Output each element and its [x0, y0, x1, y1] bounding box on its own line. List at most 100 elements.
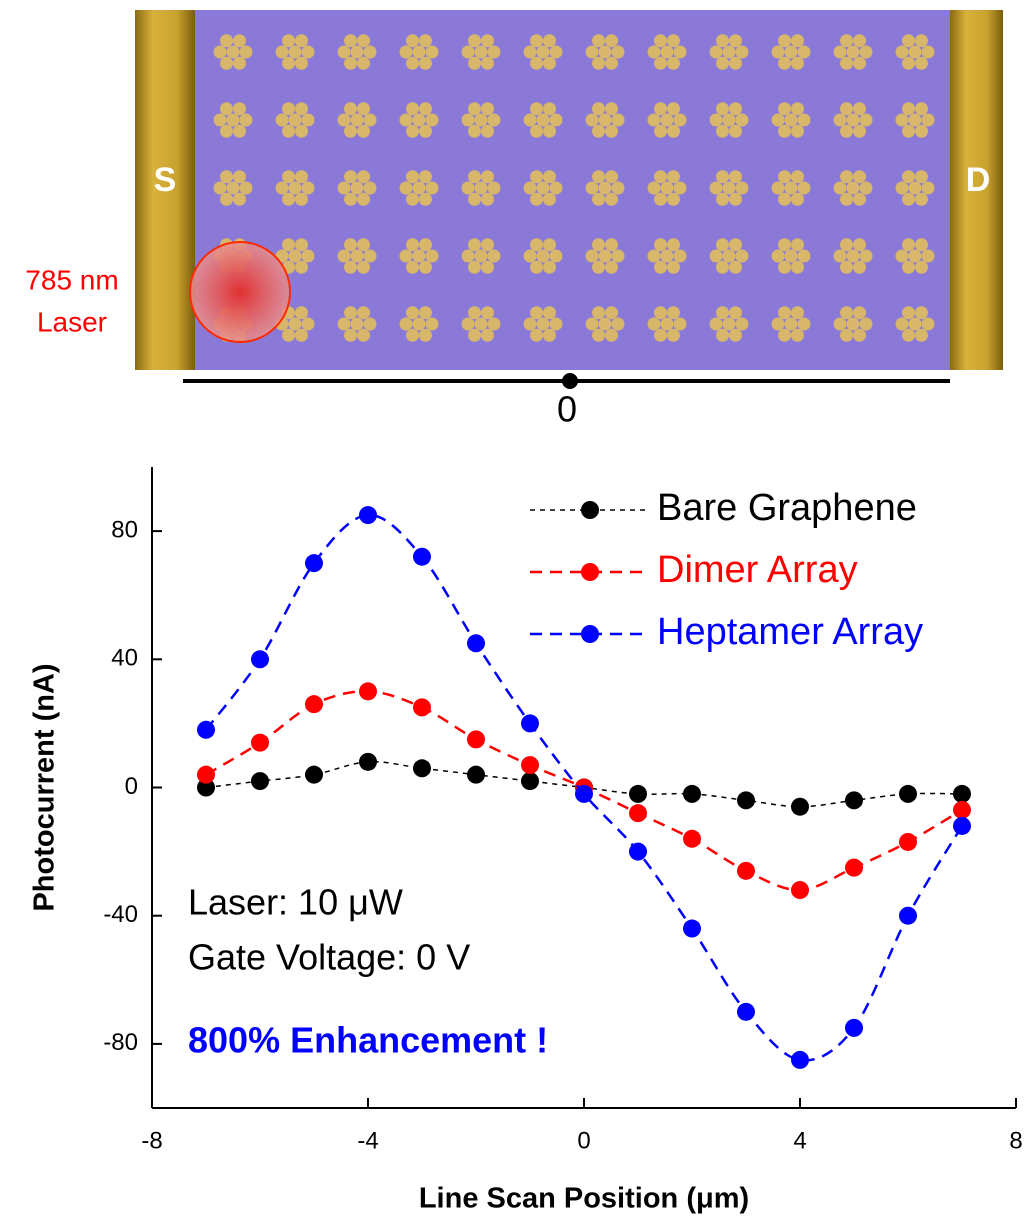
heptamer-cluster [523, 34, 563, 70]
heptamer-cluster [523, 170, 563, 206]
nanoparticle [481, 170, 494, 184]
nanoparticle [419, 170, 432, 184]
nanoparticle [915, 124, 928, 138]
data-point [467, 634, 485, 653]
nanoparticle [282, 102, 295, 116]
data-point [791, 797, 809, 816]
nanoparticle [735, 249, 749, 263]
nanoparticle [729, 102, 742, 116]
legend-marker [581, 563, 599, 581]
nanoparticle [791, 306, 804, 320]
nanoparticle [357, 124, 370, 138]
nanoparticle [468, 56, 481, 70]
nanoparticle [288, 249, 302, 263]
heptamer-cluster [585, 238, 625, 274]
nanoparticle [784, 113, 798, 127]
nanoparticle [592, 170, 605, 184]
nanoparticle [605, 238, 618, 252]
nanoparticle [611, 317, 625, 331]
nanoparticle [729, 260, 742, 274]
nanoparticle [474, 249, 488, 263]
nanoparticle [729, 170, 742, 184]
nanoparticle [771, 317, 785, 331]
nanoparticle [791, 56, 804, 70]
nanoparticle [344, 192, 357, 206]
nanoparticle [895, 317, 909, 331]
nanoparticle [660, 113, 674, 127]
nanoparticle [729, 34, 742, 48]
nanoparticle [282, 328, 295, 342]
nanoparticle [412, 113, 426, 127]
nanoparticle [778, 260, 791, 274]
heptamer-cluster [833, 34, 873, 70]
nanoparticle [667, 328, 680, 342]
drain-electrode [950, 10, 1003, 370]
nanoparticle [654, 306, 667, 320]
nanoparticle [233, 56, 246, 70]
nanoparticle [778, 102, 791, 116]
nanoparticle [840, 328, 853, 342]
nanoparticle [605, 260, 618, 274]
nanoparticle [729, 124, 742, 138]
nanoparticle [902, 34, 915, 48]
nanoparticle [592, 124, 605, 138]
nanoparticle [406, 34, 419, 48]
nanoparticle [239, 113, 253, 127]
nanoparticle [673, 181, 687, 195]
nanoparticle [481, 124, 494, 138]
heptamer-cluster [337, 170, 377, 206]
nanoparticle [406, 238, 419, 252]
data-point [359, 682, 377, 701]
nanoparticle [902, 192, 915, 206]
nanoparticle [840, 124, 853, 138]
heptamer-cluster [585, 170, 625, 206]
nanoparticle [915, 34, 928, 48]
heptamer-cluster [523, 238, 563, 274]
nanoparticle [667, 260, 680, 274]
nanoparticle [908, 181, 922, 195]
nanoparticle [350, 45, 364, 59]
nanoparticle [921, 45, 935, 59]
nanoparticle [425, 181, 439, 195]
nanoparticle [412, 45, 426, 59]
nanoparticle [530, 192, 543, 206]
heptamer-cluster [585, 34, 625, 70]
x-tick-label: 0 [577, 1127, 590, 1154]
nanoparticle [592, 192, 605, 206]
nanoparticle [406, 102, 419, 116]
nanoparticle [301, 45, 315, 59]
y-tick-label: -80 [103, 1029, 138, 1056]
y-tick-label: 40 [111, 645, 138, 672]
nanoparticle [344, 56, 357, 70]
nanoparticle [399, 45, 413, 59]
nanoparticle [363, 181, 377, 195]
nanoparticle [605, 328, 618, 342]
data-point [413, 698, 431, 717]
nanoparticle [853, 192, 866, 206]
nanoparticle [344, 238, 357, 252]
nanoparticle [605, 192, 618, 206]
nanoparticle [853, 56, 866, 70]
nanoparticle [344, 170, 357, 184]
nanoparticle [543, 102, 556, 116]
nanoparticle [530, 328, 543, 342]
nanoparticle [673, 249, 687, 263]
nanoparticle [363, 113, 377, 127]
nanoparticle [840, 238, 853, 252]
data-point [683, 919, 701, 938]
nanoparticle [543, 306, 556, 320]
nanoparticle [549, 317, 563, 331]
nanoparticle [344, 306, 357, 320]
nanoparticle [902, 260, 915, 274]
nanoparticle [840, 306, 853, 320]
nanoparticle [846, 45, 860, 59]
nanoparticle [667, 306, 680, 320]
nanoparticle [337, 181, 351, 195]
nanoparticle [461, 249, 475, 263]
nanoparticle [709, 249, 723, 263]
nanoparticle [902, 328, 915, 342]
x-tick-label: 4 [793, 1127, 806, 1154]
nanoparticle [853, 34, 866, 48]
nanoparticle [840, 260, 853, 274]
heptamer-cluster [895, 306, 935, 342]
